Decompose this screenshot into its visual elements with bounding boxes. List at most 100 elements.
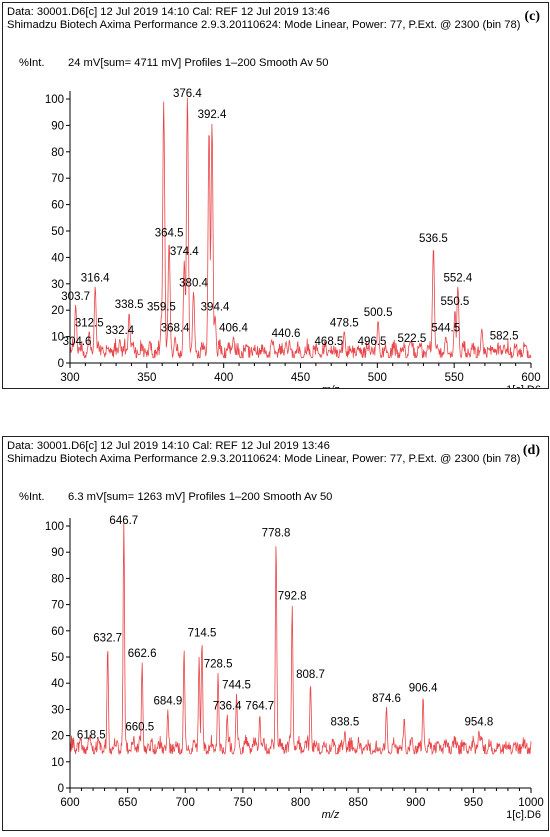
peak-label: 478.5 [330, 317, 359, 329]
peak-label: 522.5 [398, 333, 427, 345]
peak-label: 380.4 [179, 278, 208, 290]
y-tick-label: 50 [51, 652, 64, 664]
peak-label: 838.5 [330, 716, 359, 728]
y-tick-label: 90 [51, 547, 64, 559]
y-tick-label: 60 [51, 626, 64, 638]
y-axis-title: %Int. [19, 57, 45, 69]
peak-label: 662.6 [128, 648, 157, 660]
peak-label: 368.4 [161, 323, 190, 335]
y-tick-label: 0 [58, 783, 64, 795]
peak-label: 376.4 [173, 88, 202, 100]
spectrum-trace [69, 97, 532, 360]
peak-label: 660.5 [125, 722, 154, 734]
x-tick-label: 600 [521, 372, 540, 384]
peak-label: 312.5 [75, 317, 104, 329]
x-tick-label: 1000 [518, 797, 544, 809]
peak-label: 304.6 [63, 336, 92, 348]
peak-label: 550.5 [441, 296, 470, 308]
x-tick-label: 350 [137, 372, 156, 384]
peak-label: 468.5 [315, 336, 344, 348]
intensity-info: 6.3 mV[sum= 1263 mV] Profiles 1–200 Smoo… [68, 491, 332, 503]
peak-label: 500.5 [364, 307, 393, 319]
peak-label: 728.5 [204, 659, 233, 671]
y-tick-label: 60 [51, 200, 64, 212]
peak-label: 544.5 [431, 323, 460, 335]
y-tick-label: 80 [51, 573, 64, 585]
x-tick-label: 400 [214, 372, 233, 384]
y-tick-label: 100 [45, 521, 64, 533]
footer-label: 1[c].D6 [506, 809, 541, 821]
peak-label: 874.6 [372, 693, 401, 705]
peak-label: 392.4 [198, 109, 227, 121]
spectrum-panel-d: Data: 30001.D6[c] 12 Jul 2019 14:10 Cal:… [2, 436, 549, 831]
y-tick-label: 80 [51, 147, 64, 159]
x-tick-label: 750 [233, 797, 252, 809]
y-tick-label: 70 [51, 600, 64, 612]
peak-label: 792.8 [278, 591, 307, 603]
y-tick-label: 40 [51, 252, 64, 264]
footer-label: 1[c].D6 [506, 384, 541, 388]
peak-label: 440.6 [272, 328, 301, 340]
peak-label: 406.4 [219, 323, 248, 335]
peak-label: 764.7 [245, 701, 274, 713]
peak-label: 316.4 [81, 272, 110, 284]
peak-label: 954.8 [465, 716, 494, 728]
peak-label: 646.7 [109, 515, 138, 527]
y-tick-label: 30 [51, 704, 64, 716]
x-tick-label: 300 [60, 372, 79, 384]
x-tick-label: 950 [464, 797, 483, 809]
spectrum-trace [69, 521, 532, 756]
intensity-info: 24 mV[sum= 4711 mV] Profiles 1–200 Smoot… [68, 57, 328, 69]
y-tick-label: 90 [51, 120, 64, 132]
peak-label: 632.7 [93, 633, 122, 645]
y-tick-label: 10 [51, 332, 64, 344]
x-tick-label: 800 [291, 797, 310, 809]
peak-label: 618.5 [77, 729, 106, 741]
x-tick-label: 550 [445, 372, 464, 384]
peak-label: 374.4 [170, 246, 199, 258]
peak-label: 359.5 [147, 301, 176, 313]
y-tick-label: 100 [45, 94, 64, 106]
y-axis-title: %Int. [19, 491, 45, 503]
x-tick-label: 700 [176, 797, 195, 809]
panel-header-line2: Shimadzu Biotech Axima Performance 2.9.3… [7, 19, 521, 31]
x-tick-label: 500 [368, 372, 387, 384]
y-tick-label: 70 [51, 173, 64, 185]
panel-tag: (c) [524, 9, 540, 24]
peak-label: 338.5 [115, 299, 144, 311]
panel-header-line1: Data: 30001.D6[c] 12 Jul 2019 14:10 Cal:… [7, 6, 330, 18]
spectrum-panel-c: Data: 30001.D6[c] 12 Jul 2019 14:10 Cal:… [2, 2, 549, 389]
y-tick-label: 10 [51, 757, 64, 769]
panel-header-line2: Shimadzu Biotech Axima Performance 2.9.3… [7, 453, 521, 465]
peak-label: 496.5 [358, 336, 387, 348]
peak-label: 736.4 [213, 701, 242, 713]
x-tick-label: 650 [118, 797, 137, 809]
peak-label: 778.8 [262, 528, 291, 540]
peak-label: 906.4 [409, 682, 438, 694]
x-tick-label: 450 [291, 372, 310, 384]
peak-label: 684.9 [153, 695, 182, 707]
peak-label: 808.7 [296, 669, 325, 681]
peak-label: 394.4 [201, 301, 230, 313]
peak-label: 552.4 [443, 272, 472, 284]
peak-label: 714.5 [188, 627, 217, 639]
x-tick-label: 900 [406, 797, 425, 809]
y-tick-label: 20 [51, 305, 64, 317]
spectrum-chart-d: %Int. 6.3 mV[sum= 1263 mV] Profiles 1–200… [19, 491, 544, 821]
x-tick-label: 850 [349, 797, 368, 809]
x-axis-label: m/z [322, 384, 340, 388]
y-tick-label: 30 [51, 279, 64, 291]
peak-label: 744.5 [222, 680, 251, 692]
y-tick-label: 50 [51, 226, 64, 238]
panel-tag: (d) [522, 443, 540, 458]
peak-label: 332.4 [105, 325, 134, 337]
peak-label: 536.5 [419, 233, 448, 245]
peak-label: 303.7 [61, 291, 90, 303]
x-tick-label: 600 [60, 797, 79, 809]
x-axis-label: m/z [322, 809, 340, 821]
peak-label: 364.5 [155, 228, 184, 240]
spectrum-chart-c: %Int. 24 mV[sum= 4711 mV] Profiles 1–200 … [19, 57, 541, 388]
panel-header-line1: Data: 30001.D6[c] 12 Jul 2019 14:10 Cal:… [7, 440, 330, 452]
y-tick-label: 40 [51, 678, 64, 690]
peak-label: 582.5 [490, 331, 519, 343]
